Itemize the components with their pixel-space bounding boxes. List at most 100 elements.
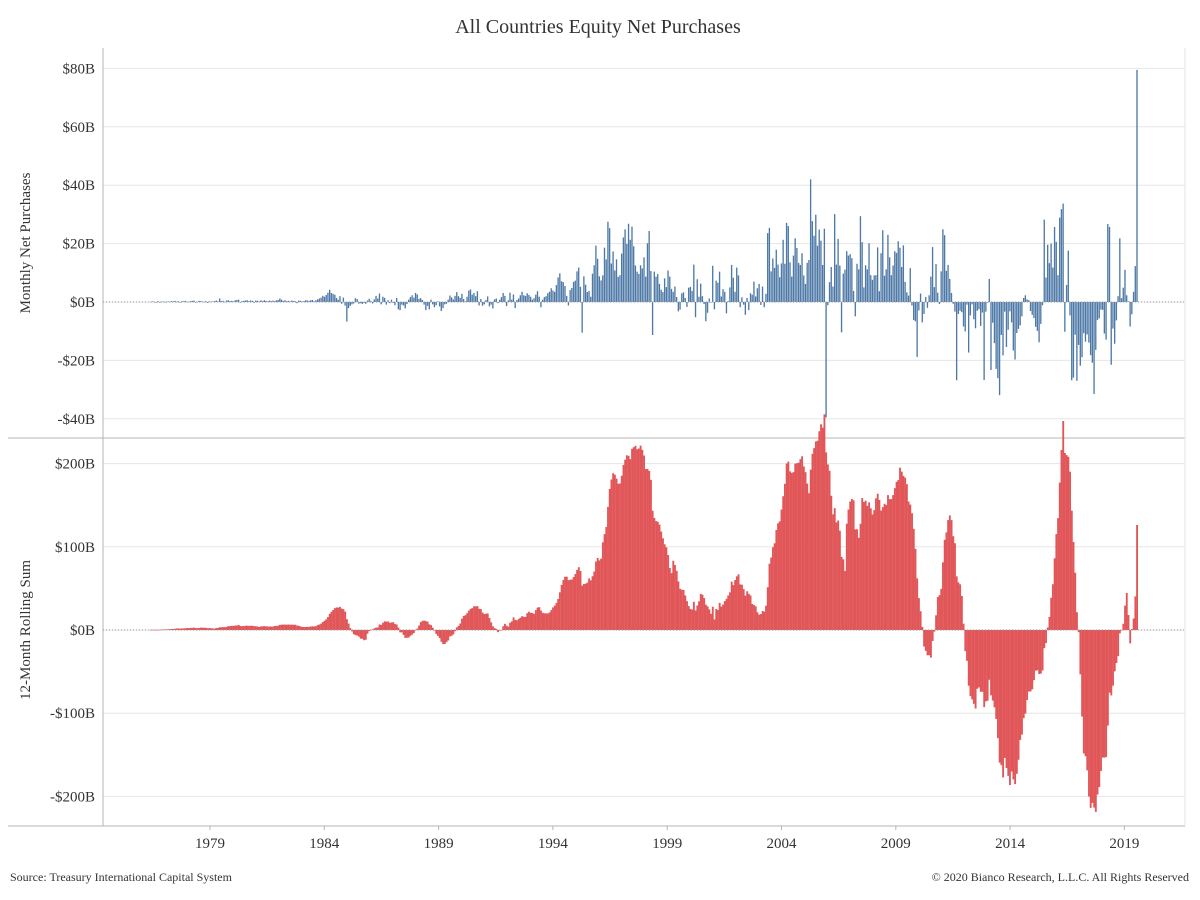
rolling-bar <box>756 612 759 630</box>
monthly-bar <box>696 279 698 302</box>
rolling-bar <box>978 630 980 688</box>
rolling-bar <box>1050 597 1053 630</box>
monthly-bar <box>785 222 788 302</box>
monthly-bar <box>672 291 674 302</box>
rolling-bar <box>567 580 570 630</box>
monthly-bar <box>732 277 734 302</box>
rolling-bar <box>486 613 489 630</box>
monthly-bar <box>655 276 657 302</box>
rolling-bar <box>172 629 175 630</box>
rolling-bar <box>347 623 350 630</box>
rolling-bar <box>799 459 802 630</box>
rolling-bar <box>711 606 714 630</box>
monthly-bar <box>1122 287 1124 302</box>
rolling-bar <box>717 610 719 630</box>
monthly-bar <box>1108 226 1111 302</box>
monthly-bar <box>698 296 700 302</box>
rolling-bar <box>948 515 951 630</box>
rolling-bar <box>1055 534 1058 630</box>
rolling-bar <box>830 495 833 630</box>
monthly-bar <box>1005 302 1008 347</box>
rolling-bar <box>605 526 608 630</box>
monthly-bar <box>310 300 312 302</box>
rolling-bar <box>983 630 986 708</box>
monthly-bar <box>529 296 532 302</box>
rolling-bar <box>679 588 682 630</box>
x-tick-label: 1984 <box>309 836 340 852</box>
rolling-bar <box>904 477 907 630</box>
rolling-bar <box>880 510 883 630</box>
rolling-bar <box>550 610 553 630</box>
monthly-bar <box>643 257 645 302</box>
monthly-bar <box>535 294 537 302</box>
rolling-bar <box>193 627 195 630</box>
rolling-bar <box>832 514 834 630</box>
rolling-bar <box>509 622 512 630</box>
monthly-bar <box>1012 302 1014 351</box>
rolling-bar <box>211 628 214 630</box>
monthly-bar <box>1071 302 1073 381</box>
rolling-bar <box>624 459 627 630</box>
rolling-bar <box>632 447 635 630</box>
rolling-bar <box>792 472 795 630</box>
rolling-bar <box>622 464 625 630</box>
rolling-bar <box>516 620 518 630</box>
monthly-bar <box>447 299 449 302</box>
rolling-bar <box>778 521 781 630</box>
rolling-bar <box>938 595 941 630</box>
monthly-bar <box>1119 238 1121 302</box>
rolling-bar <box>710 613 712 630</box>
rolling-bar <box>273 626 276 630</box>
monthly-bar <box>657 273 659 302</box>
monthly-bar <box>576 271 578 302</box>
monthly-bar <box>629 239 631 302</box>
rolling-bar <box>972 630 975 704</box>
rolling-bar <box>1065 455 1068 630</box>
monthly-bar <box>894 251 896 302</box>
rolling-bar <box>280 624 283 630</box>
rolling-bar <box>1026 630 1029 700</box>
monthly-bar <box>868 243 870 302</box>
monthly-bar <box>421 299 424 302</box>
rolling-bar <box>665 547 668 630</box>
monthly-bar <box>170 301 173 302</box>
monthly-bar <box>663 278 666 302</box>
rolling-bar <box>1002 630 1005 778</box>
monthly-bar <box>1093 302 1095 394</box>
rolling-bar <box>478 608 481 630</box>
rolling-bar <box>357 630 360 637</box>
y-tick-label-rolling: $200B <box>55 457 95 473</box>
monthly-bar <box>718 271 721 302</box>
rolling-bar <box>1012 630 1015 780</box>
rolling-bar <box>610 479 613 630</box>
rolling-bar <box>1127 615 1130 630</box>
monthly-bar <box>353 302 355 304</box>
monthly-bar <box>835 264 838 302</box>
rolling-bar <box>428 624 431 630</box>
monthly-bar <box>724 291 726 302</box>
monthly-bar <box>870 275 872 302</box>
monthly-bar <box>373 299 375 302</box>
rolling-bar <box>825 452 828 630</box>
rolling-bar <box>504 623 506 630</box>
monthly-bar <box>1131 302 1133 315</box>
rolling-bar <box>545 613 548 630</box>
monthly-bar <box>1110 302 1112 365</box>
monthly-bar <box>461 293 463 302</box>
rolling-bar <box>1033 630 1035 681</box>
monthly-bar <box>275 300 278 302</box>
monthly-bar <box>1040 302 1042 324</box>
monthly-bar <box>607 221 609 302</box>
monthly-bar <box>550 288 552 302</box>
rolling-bar <box>995 630 998 719</box>
rolling-bar <box>242 626 245 630</box>
rolling-bar <box>734 580 737 630</box>
rolling-bar <box>333 608 336 630</box>
monthly-bar <box>708 298 710 302</box>
rolling-bar <box>261 626 264 630</box>
monthly-bar <box>328 289 331 302</box>
rolling-bar <box>237 624 240 630</box>
rolling-bar <box>646 468 649 630</box>
monthly-bar <box>773 267 776 302</box>
monthly-bar <box>1062 203 1064 302</box>
